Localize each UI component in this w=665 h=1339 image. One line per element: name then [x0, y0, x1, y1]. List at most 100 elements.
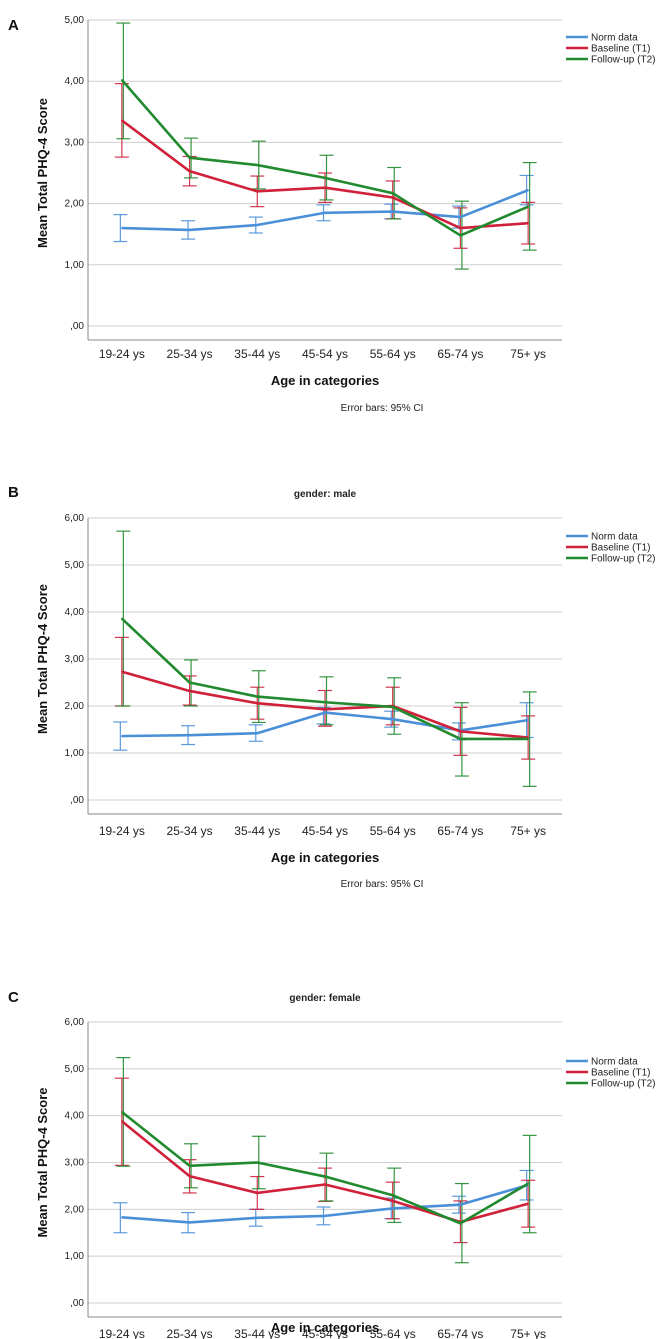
x-tick-label: 25-34 ys — [167, 347, 213, 361]
data-point — [121, 1216, 123, 1219]
data-point — [459, 234, 462, 237]
x-tick-label: 65-74 ys — [437, 347, 483, 361]
legend-entry: Norm data — [591, 1057, 638, 1068]
x-tick-label: 45-54 ys — [302, 824, 348, 838]
data-point — [256, 190, 259, 193]
x-tick-label: 65-74 ys — [437, 824, 483, 838]
panel-label: B — [8, 484, 19, 501]
data-point — [391, 210, 394, 213]
error-bar-note: Error bars: 95% CI — [341, 879, 424, 890]
legend-entry: Norm data — [591, 532, 638, 543]
y-axis-label: Mean Total PHQ-4 Score — [35, 98, 50, 248]
legend-entry: Follow-up (T2) — [591, 55, 655, 66]
x-axis-label: Age in categories — [271, 850, 379, 865]
y-tick-label: 6,00 — [65, 1017, 85, 1028]
data-point — [527, 719, 529, 721]
y-tick-label: 3,00 — [65, 1158, 85, 1169]
data-point — [459, 730, 462, 733]
x-tick-label: 25-34 ys — [167, 824, 213, 838]
data-point — [121, 1120, 123, 1123]
data-point — [324, 1183, 326, 1186]
y-tick-label: ,00 — [70, 321, 84, 332]
data-point — [256, 1192, 259, 1194]
data-point — [391, 1200, 394, 1202]
y-tick-label: 4,00 — [65, 607, 85, 618]
y-tick-label: ,00 — [70, 1298, 84, 1309]
x-tick-label: 55-64 ys — [370, 1327, 416, 1339]
data-point — [527, 738, 529, 740]
y-tick-label: 1,00 — [65, 748, 85, 759]
panel-label: C — [8, 989, 19, 1006]
data-point — [256, 224, 259, 226]
data-point — [324, 1175, 326, 1178]
data-point — [527, 222, 529, 224]
data-point — [527, 1202, 529, 1205]
data-point — [459, 1222, 462, 1225]
series-2 — [116, 1056, 537, 1264]
legend-entry: Follow-up (T2) — [591, 1079, 655, 1090]
data-point — [188, 229, 191, 231]
data-point — [527, 205, 529, 208]
data-point — [324, 701, 326, 704]
data-point — [459, 738, 462, 740]
error-bar-note: Error bars: 95% CI — [341, 403, 424, 414]
legend-entry: Norm data — [591, 33, 638, 44]
x-tick-label: 35-44 ys — [234, 347, 280, 361]
data-point — [391, 706, 394, 708]
x-tick-label: 19-24 ys — [99, 1327, 145, 1339]
x-axis-label: Age in categories — [271, 373, 379, 388]
data-point — [391, 718, 394, 720]
y-tick-label: 2,00 — [65, 1204, 85, 1215]
data-point — [188, 1164, 191, 1167]
data-point — [324, 711, 326, 714]
y-tick-label: 4,00 — [65, 76, 85, 87]
y-tick-label: 2,00 — [65, 701, 85, 712]
y-axis-label: Mean Total PHQ-4 Score — [35, 584, 50, 734]
y-axis-label: Mean Total PHQ-4 Score — [35, 1087, 50, 1237]
data-point — [188, 734, 191, 736]
y-tick-label: 3,00 — [65, 654, 85, 665]
data-point — [324, 177, 326, 179]
data-point — [459, 1203, 462, 1206]
x-tick-label: 19-24 ys — [99, 347, 145, 361]
y-tick-label: 5,00 — [65, 15, 85, 26]
data-point — [391, 1207, 394, 1210]
legend-entry: Follow-up (T2) — [591, 554, 655, 565]
y-tick-label: 3,00 — [65, 137, 85, 148]
legend-entry: Baseline (T1) — [591, 44, 650, 55]
data-point — [121, 670, 123, 673]
data-point — [391, 196, 394, 199]
data-point — [459, 227, 462, 229]
series-1 — [114, 83, 536, 249]
data-point — [527, 189, 529, 191]
data-point — [391, 1194, 394, 1197]
data-point — [256, 1161, 259, 1164]
data-point — [188, 170, 191, 172]
data-point — [256, 732, 259, 735]
x-tick-label: 75+ ys — [510, 1327, 546, 1339]
x-tick-label: 75+ ys — [510, 824, 546, 838]
y-tick-label: 4,00 — [65, 1111, 85, 1122]
x-tick-label: 35-44 ys — [234, 824, 280, 838]
data-point — [121, 79, 123, 81]
panel-label: A — [8, 17, 19, 34]
legend-entry: Baseline (T1) — [591, 543, 650, 554]
data-point — [324, 1215, 326, 1217]
data-point — [188, 156, 191, 159]
legend-entry: Baseline (T1) — [591, 1068, 650, 1079]
data-point — [121, 119, 123, 122]
data-point — [256, 164, 259, 166]
data-point — [324, 211, 326, 214]
y-tick-label: 6,00 — [65, 513, 85, 524]
x-tick-label: 65-74 ys — [437, 1327, 483, 1339]
data-point — [324, 186, 326, 189]
data-point — [459, 216, 462, 218]
data-point — [527, 1182, 529, 1185]
series-1 — [114, 636, 536, 760]
data-point — [121, 617, 123, 620]
